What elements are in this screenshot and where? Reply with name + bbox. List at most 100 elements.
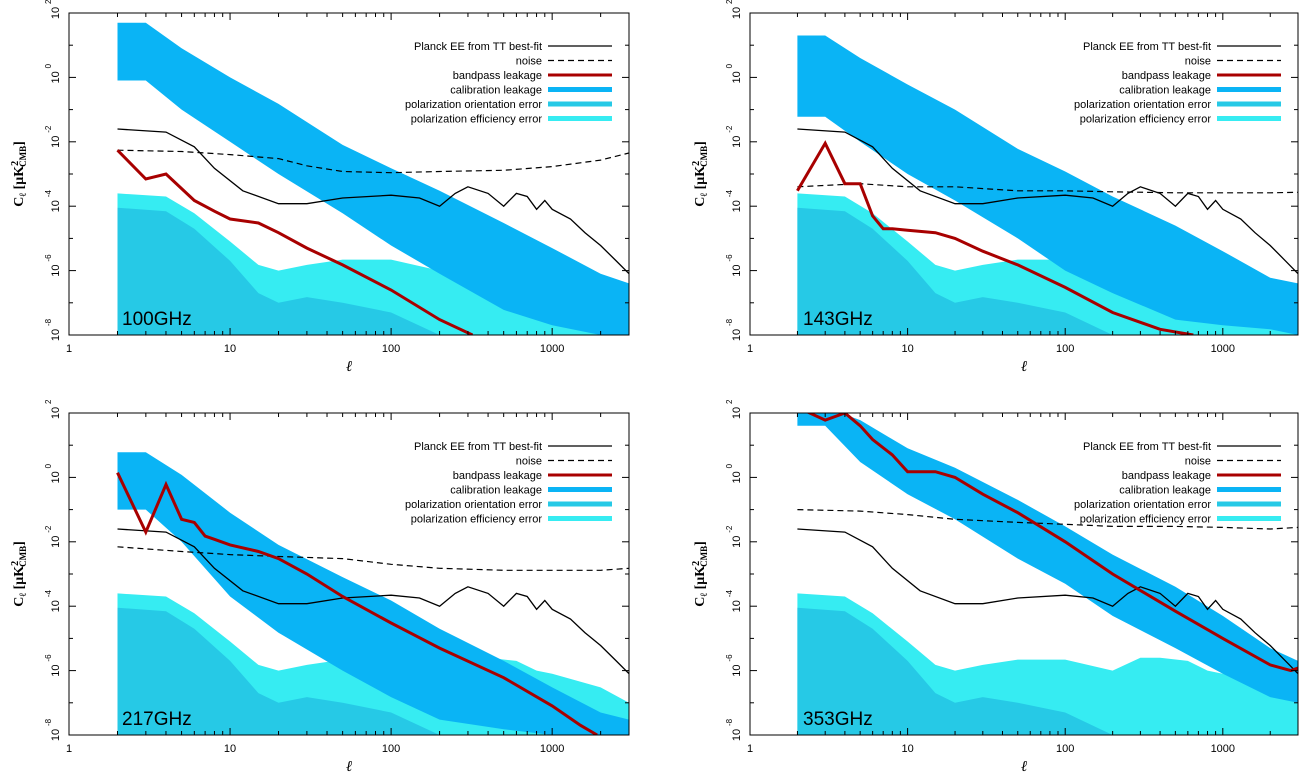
y-tick-exp: -6: [725, 654, 734, 662]
y-tick-base: 10: [50, 7, 62, 19]
y-tick-base: 10: [50, 664, 62, 676]
legend-label: Planck EE from TT best-fit: [414, 441, 542, 453]
legend-label: noise: [1185, 456, 1211, 468]
x-tick-label: 1000: [1211, 343, 1235, 355]
y-tick-exp: -2: [725, 125, 734, 133]
y-tick-label: 10-6: [44, 254, 62, 277]
y-tick-exp: -2: [44, 525, 53, 533]
y-tick-exp: -6: [44, 254, 53, 262]
legend-label: noise: [516, 456, 542, 468]
y-axis-title-text: Cℓ [μK2CMB]: [691, 141, 710, 207]
y-title-part: C: [693, 597, 708, 607]
y-tick-label: 10-4: [44, 190, 62, 213]
y-tick-label: 10 0: [725, 63, 743, 83]
panel-143GHz: 1 10 100 100010-810-610-410-2100102ℓCℓ [μK2…: [691, 0, 1298, 375]
legend-label: Planck EE from TT best-fit: [1083, 441, 1211, 453]
y-title-part: ]: [12, 541, 27, 546]
y-title-part: [μK: [693, 166, 708, 193]
x-tick-label: 1: [747, 743, 753, 755]
panel-label: 143GHz: [803, 309, 873, 330]
legend-label: polarization efficiency error: [411, 514, 543, 526]
y-tick-exp: -4: [44, 190, 53, 198]
panel-label: 217GHz: [122, 709, 192, 730]
y-tick-exp: 2: [725, 0, 734, 4]
legend-label: bandpass leakage: [1122, 470, 1211, 482]
plot-area: [797, 407, 1298, 735]
y-tick-exp: -8: [44, 718, 53, 726]
x-tick-label: 10: [901, 343, 913, 355]
y-title-part: ]: [12, 141, 27, 146]
y-tick-exp: -2: [725, 525, 734, 533]
legend-label: bandpass leakage: [453, 70, 542, 82]
y-tick-label: 10 0: [44, 463, 62, 483]
y-tick-label: 10-2: [44, 525, 62, 548]
y-tick-label: 10-8: [44, 318, 62, 341]
y-tick-base: 10: [50, 329, 62, 341]
y-tick-base: 10: [731, 471, 743, 483]
y-tick-base: 10: [731, 664, 743, 676]
x-axis-title: ℓ: [346, 759, 352, 772]
y-tick-exp: 0: [44, 63, 53, 68]
x-axis-title: ℓ: [346, 359, 352, 375]
y-title-part: C: [12, 597, 27, 607]
y-title-part: CMB: [18, 546, 28, 567]
y-tick-label: 10-2: [725, 125, 743, 148]
y-tick-exp: -4: [725, 190, 734, 198]
legend-label: polarization orientation error: [1074, 99, 1211, 111]
y-axis-title: Cℓ [μK2CMB]: [10, 141, 29, 207]
y-title-part: C: [693, 197, 708, 207]
legend-label: polarization efficiency error: [1080, 514, 1212, 526]
y-tick-base: 10: [731, 264, 743, 276]
legend-label: noise: [516, 56, 542, 68]
y-title-part: ]: [693, 541, 708, 546]
y-tick-base: 10: [731, 71, 743, 83]
x-tick-label: 1: [66, 343, 72, 355]
plot-area: [118, 23, 630, 335]
legend-label: bandpass leakage: [453, 470, 542, 482]
y-tick-label: 10 2: [44, 399, 62, 419]
legend-label: Planck EE from TT best-fit: [1083, 41, 1211, 53]
x-tick-label: 1000: [540, 343, 564, 355]
y-tick-label: 10 0: [725, 463, 743, 483]
y-tick-base: 10: [731, 536, 743, 548]
legend-label: polarization orientation error: [405, 499, 542, 511]
y-title-part: C: [12, 197, 27, 207]
y-tick-exp: -8: [725, 318, 734, 326]
y-title-part: CMB: [699, 546, 709, 567]
x-tick-label: 1000: [540, 743, 564, 755]
y-tick-exp: 0: [725, 463, 734, 468]
legend-label: polarization orientation error: [405, 99, 542, 111]
y-tick-exp: -2: [44, 125, 53, 133]
y-tick-exp: -4: [725, 590, 734, 598]
y-tick-label: 10-4: [725, 190, 743, 213]
y-tick-base: 10: [50, 71, 62, 83]
y-tick-exp: -8: [44, 318, 53, 326]
y-tick-exp: -4: [44, 590, 53, 598]
y-tick-exp: 2: [44, 0, 53, 4]
y-tick-label: 10-2: [44, 125, 62, 148]
y-tick-label: 10 2: [725, 399, 743, 419]
y-tick-base: 10: [50, 536, 62, 548]
y-axis-title: Cℓ [μK2CMB]: [691, 141, 710, 207]
y-axis-title-text: Cℓ [μK2CMB]: [691, 541, 710, 607]
plot-area: [118, 452, 630, 735]
y-tick-label: 10 2: [44, 0, 62, 19]
y-title-part: [μK: [12, 166, 27, 193]
y-tick-label: 10-8: [44, 718, 62, 741]
legend-label: calibration leakage: [1119, 485, 1211, 497]
y-tick-label: 10-4: [44, 590, 62, 613]
x-tick-label: 10: [901, 743, 913, 755]
legend-label: noise: [1185, 56, 1211, 68]
y-tick-exp: -6: [44, 654, 53, 662]
y-tick-base: 10: [50, 407, 62, 419]
y-tick-exp: -8: [725, 718, 734, 726]
y-tick-base: 10: [50, 136, 62, 148]
y-tick-base: 10: [50, 600, 62, 612]
y-tick-base: 10: [731, 729, 743, 741]
y-tick-exp: -6: [725, 254, 734, 262]
legend-label: calibration leakage: [450, 85, 542, 97]
y-axis-title: Cℓ [μK2CMB]: [691, 541, 710, 607]
x-tick-label: 100: [1056, 343, 1074, 355]
